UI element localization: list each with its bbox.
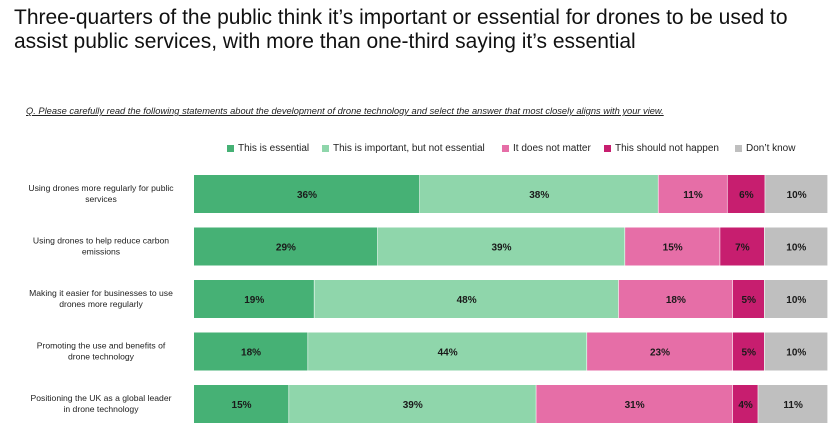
data-label: 23% [650, 348, 670, 359]
data-label: 18% [666, 295, 686, 306]
bar-segment-important [308, 332, 587, 371]
survey-question: Q. Please carefully read the following s… [26, 106, 664, 116]
data-label: 6% [739, 190, 754, 201]
category-label: Using drones to help reduce carbon emissi… [33, 236, 169, 257]
data-label: 39% [491, 243, 511, 254]
bar-segment-dont-know [764, 280, 828, 318]
bar-segment-essential [194, 280, 314, 318]
bar-segment-not-matter [618, 280, 733, 318]
category-label: Using drones more regularly for public se… [28, 183, 174, 204]
legend-swatch-dont-know [735, 145, 742, 152]
data-label: 29% [276, 243, 296, 254]
legend-swatch-should-not [604, 145, 611, 152]
bar-segment-dont-know [764, 227, 828, 266]
data-label: 39% [403, 400, 423, 411]
legend-label-should-not: This should not happen [615, 143, 719, 154]
data-label: 10% [787, 190, 807, 201]
data-label: 19% [244, 295, 264, 306]
bar-segment-not-matter [536, 385, 733, 423]
bar-segment-should-not [732, 385, 758, 423]
bar-segment-dont-know [758, 385, 828, 423]
data-label: 48% [457, 295, 477, 306]
data-label: 31% [625, 400, 645, 411]
bar-segment-should-not [727, 175, 765, 213]
bar-segment-essential [194, 175, 420, 213]
data-label: 18% [241, 348, 261, 359]
bar-segment-important [289, 385, 536, 423]
data-label: 15% [663, 243, 683, 254]
legend-item-should-not: This should not happen [604, 143, 719, 154]
bar-segment-important [314, 280, 619, 318]
bar-segment-dont-know [764, 332, 828, 371]
bar-segment-should-not [720, 227, 764, 266]
bar-segment-should-not [732, 332, 764, 371]
legend-swatch-not-matter [502, 145, 509, 152]
data-label: 44% [438, 348, 458, 359]
bar-segment-important [377, 227, 625, 266]
bar-segment-not-matter [658, 175, 727, 213]
legend-label-dont-know: Don’t know [746, 143, 796, 154]
data-label: 10% [786, 243, 806, 254]
data-label: 10% [786, 295, 806, 306]
data-label: 7% [735, 243, 750, 254]
legend-label-important: This is important, but not essential [333, 143, 485, 154]
bar-segment-essential [194, 227, 378, 266]
legend-item-dont-know: Don’t know [735, 143, 795, 154]
data-label: 10% [786, 348, 806, 359]
data-label: 15% [232, 400, 252, 411]
legend-item-not-matter: It does not matter [502, 143, 591, 154]
data-label: 38% [529, 190, 549, 201]
legend-swatch-important [322, 145, 329, 152]
bar-segment-not-matter [587, 332, 733, 371]
bar-segment-essential [194, 385, 289, 423]
legend-item-essential: This is essential [227, 143, 309, 154]
bar-segment-should-not [732, 280, 764, 318]
bar-segment-important [419, 175, 658, 213]
bar-segment-dont-know [765, 175, 828, 213]
bar-segment-not-matter [625, 227, 720, 266]
data-label: 36% [297, 190, 317, 201]
legend-item-important: This is important, but not essential [322, 143, 485, 154]
data-label: 11% [683, 190, 703, 201]
data-label: 4% [738, 400, 753, 411]
chart-title: Three-quarters of the public think it’s … [14, 6, 788, 53]
category-label: Making it easier for businesses to use dr… [29, 288, 173, 309]
category-label: Promoting the use and benefits of drone t… [37, 341, 166, 362]
legend-label-essential: This is essential [238, 143, 310, 154]
data-label: 5% [742, 295, 757, 306]
category-label: Positioning the UK as a global leader in … [31, 393, 172, 414]
data-label: 5% [742, 348, 757, 359]
legend-swatch-essential [227, 145, 234, 152]
bar-segment-essential [194, 332, 308, 371]
legend-label-not-matter: It does not matter [513, 143, 591, 154]
data-label: 11% [783, 400, 803, 411]
